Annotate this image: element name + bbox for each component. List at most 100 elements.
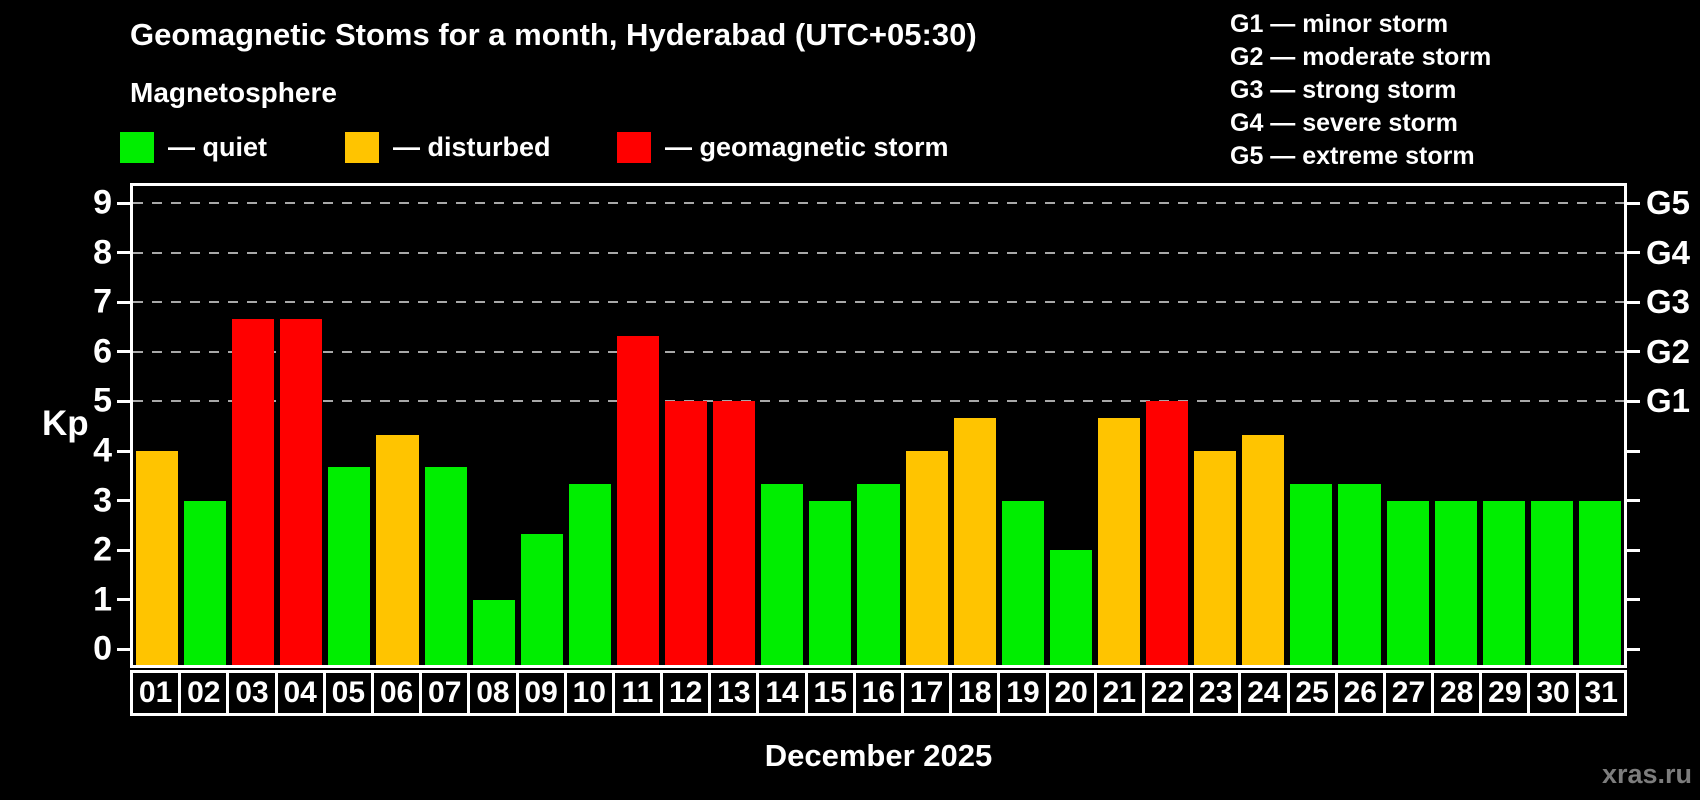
bar-day-26	[1338, 484, 1381, 665]
day-label-23: 23	[1190, 673, 1239, 713]
bar-day-29	[1482, 500, 1525, 665]
y-tick-right-1	[1627, 598, 1640, 602]
bar-day-23	[1194, 451, 1237, 665]
bar-day-13	[713, 401, 756, 665]
bar-day-27	[1386, 500, 1429, 665]
y-axis-label-8: 8	[93, 233, 112, 272]
bar-day-07	[424, 467, 467, 665]
y-tick-left-0	[117, 647, 130, 651]
y-axis-label-6: 6	[93, 332, 112, 371]
right-axis-label-g2: G2	[1646, 332, 1691, 370]
day-label-24: 24	[1238, 673, 1287, 713]
right-axis-label-g4: G4	[1646, 233, 1691, 271]
y-tick-left-9	[117, 201, 130, 205]
y-tick-left-4	[117, 449, 130, 453]
legend-label-disturbed: — disturbed	[393, 132, 551, 162]
y-tick-right-8	[1627, 251, 1640, 255]
bar-day-12	[665, 401, 708, 665]
bar-day-14	[761, 484, 804, 665]
legend-item-disturbed: — disturbed	[345, 132, 551, 163]
bar-day-06	[376, 434, 419, 665]
day-label-04: 04	[274, 673, 323, 713]
y-tick-right-6	[1627, 350, 1640, 354]
day-label-09: 09	[515, 673, 564, 713]
y-tick-left-6	[117, 350, 130, 354]
bar-day-01	[136, 451, 179, 665]
kp-status-legend: — quiet — disturbed — geomagnetic storm	[0, 132, 1700, 168]
x-axis-title: December 2025	[764, 738, 993, 773]
y-axis-label-3: 3	[93, 481, 112, 520]
bar-day-04	[280, 318, 323, 665]
day-label-10: 10	[563, 673, 612, 713]
legend-item-quiet: — quiet	[120, 132, 267, 163]
legend-item-storm: — geomagnetic storm	[617, 132, 949, 163]
day-label-05: 05	[322, 673, 371, 713]
day-label-15: 15	[804, 673, 853, 713]
y-tick-left-5	[117, 399, 130, 403]
gridline-kp-7	[133, 301, 1624, 304]
day-label-03: 03	[226, 673, 275, 713]
y-axis-label-5: 5	[93, 381, 112, 420]
disturbed-color-swatch	[345, 132, 379, 163]
y-tick-right-2	[1627, 548, 1640, 552]
day-label-02: 02	[178, 673, 227, 713]
right-axis-label-g3: G3	[1646, 283, 1691, 321]
day-label-07: 07	[419, 673, 468, 713]
day-label-28: 28	[1431, 673, 1480, 713]
y-tick-right-9	[1627, 201, 1640, 205]
storm-scale-item-g1: G1 — minor storm	[1230, 10, 1449, 38]
y-axis-label-1: 1	[93, 580, 112, 619]
chart-subtitle: Magnetosphere	[130, 77, 337, 108]
bar-day-30	[1530, 500, 1573, 665]
day-label-20: 20	[1045, 673, 1094, 713]
day-label-18: 18	[949, 673, 998, 713]
y-tick-left-1	[117, 598, 130, 602]
bar-day-28	[1434, 500, 1477, 665]
day-label-14: 14	[756, 673, 805, 713]
y-tick-right-5	[1627, 399, 1640, 403]
plot-area	[130, 183, 1627, 668]
bar-day-18	[953, 417, 996, 665]
storm-scale-item-g5: G5 — extreme storm	[1230, 142, 1475, 170]
x-axis-day-labels: 01 02 03 04 05 06 07 08 09 10 11 12 13 14 15 16 17 18 19 20…	[130, 670, 1627, 716]
y-tick-left-3	[117, 499, 130, 503]
right-axis-label-g1: G1	[1646, 382, 1691, 420]
y-axis-label-2: 2	[93, 530, 112, 569]
day-label-21: 21	[1093, 673, 1142, 713]
legend-label-quiet: — quiet	[168, 132, 267, 162]
storm-scale-item-g3: G3 — strong storm	[1230, 76, 1457, 104]
bar-day-19	[1001, 500, 1044, 665]
bar-day-20	[1049, 550, 1092, 665]
day-label-12: 12	[660, 673, 709, 713]
legend-label-storm: — geomagnetic storm	[665, 132, 949, 162]
watermark: xras.ru	[1601, 759, 1692, 789]
y-axis-label-0: 0	[93, 629, 112, 668]
gridline-kp-9	[133, 202, 1624, 205]
day-label-11: 11	[611, 673, 661, 713]
y-axis-label-4: 4	[93, 431, 112, 470]
storm-scale-legend: G1 — minor storm G2 — moderate storm G3 — …	[1230, 8, 1491, 173]
day-label-29: 29	[1479, 673, 1528, 713]
day-label-01: 01	[133, 673, 179, 713]
day-label-08: 08	[467, 673, 516, 713]
storm-scale-item-g2: G2 — moderate storm	[1230, 43, 1492, 71]
y-tick-left-8	[117, 251, 130, 255]
bar-day-25	[1290, 484, 1333, 665]
y-axis-label-7: 7	[93, 282, 112, 321]
day-label-22: 22	[1141, 673, 1191, 713]
day-label-25: 25	[1286, 673, 1335, 713]
y-tick-right-3	[1627, 499, 1640, 503]
bar-day-21	[1097, 417, 1141, 665]
gridline-kp-8	[133, 251, 1624, 254]
right-axis-label-g5: G5	[1646, 184, 1691, 222]
quiet-color-swatch	[120, 132, 154, 163]
gridline-kp-6	[133, 350, 1624, 353]
day-label-06: 06	[370, 673, 420, 713]
y-tick-right-0	[1627, 647, 1640, 651]
y-tick-left-2	[117, 548, 130, 552]
y-axis-title: Kp	[42, 404, 89, 443]
bar-day-09	[520, 533, 563, 665]
bar-day-02	[184, 500, 227, 665]
storm-scale-item-g4: G4 — severe storm	[1230, 109, 1458, 137]
